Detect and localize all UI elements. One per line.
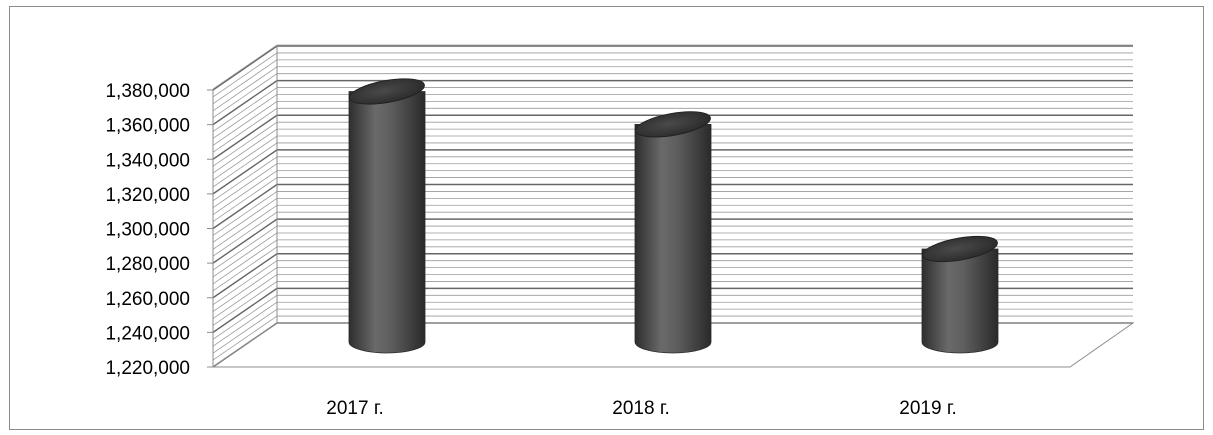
bars (348, 78, 999, 354)
x-axis: 2017 г. 2018 г. 2019 г. (326, 398, 956, 419)
side-gridline (212, 135, 278, 181)
side-gridline (212, 59, 278, 105)
y-tick-label: 1,240,000 (105, 323, 190, 344)
bar (348, 78, 426, 354)
side-gridline (212, 128, 278, 174)
side-gridline (212, 183, 278, 230)
side-gridline (212, 225, 278, 271)
side-gridline (212, 246, 278, 292)
side-gridline (212, 94, 278, 139)
y-tick-label: 1,280,000 (105, 254, 190, 275)
side-gridline (212, 267, 278, 312)
side-gridline (212, 149, 278, 195)
side-gridline (212, 44, 278, 90)
side-gridline (212, 281, 278, 326)
side-gridline (212, 101, 278, 146)
y-tick-label: 1,360,000 (105, 116, 190, 137)
y-tick-label: 1,300,000 (105, 220, 190, 241)
y-tick-label: 1,220,000 (105, 358, 190, 379)
bar (634, 111, 712, 354)
side-gridline (212, 301, 278, 347)
x-tick-label: 2019 г. (899, 398, 956, 419)
side-gridline (212, 45, 278, 91)
side-gridline (212, 253, 278, 299)
side-gridline (212, 163, 278, 209)
side-gridline (212, 294, 278, 340)
side-gridline (212, 211, 278, 257)
side-gridline (212, 204, 278, 250)
y-tick-label: 1,320,000 (105, 185, 190, 206)
x-tick-label: 2017 г. (326, 398, 383, 419)
side-gridline (212, 191, 278, 236)
side-gridline (212, 114, 278, 160)
bar-body (921, 248, 999, 354)
side-gridline (212, 87, 278, 132)
side-gridline (212, 198, 278, 243)
side-gridline (212, 52, 278, 98)
floor (211, 322, 1135, 368)
bar-cap (635, 111, 711, 138)
side-gridline (212, 73, 278, 119)
side-gridline (212, 287, 278, 333)
bar-body (348, 91, 426, 354)
side-gridline (212, 274, 278, 319)
side-gridline (212, 239, 278, 285)
y-axis: 1,220,000 1,240,000 1,260,000 1,280,000 1,30… (105, 81, 213, 379)
bar (921, 235, 999, 354)
side-gridline (212, 66, 278, 112)
side-gridline (212, 142, 278, 188)
chart-frame (9, 6, 1204, 430)
y-tick-label: 1,340,000 (105, 150, 190, 171)
bar-cap (922, 235, 998, 263)
side-gridline (212, 308, 278, 354)
side-gridline (212, 177, 278, 222)
side-gridline (212, 232, 278, 278)
side-gridline (212, 315, 278, 361)
bar-body (634, 123, 712, 354)
y-tick-label: 1,380,000 (105, 81, 190, 102)
side-gridline (212, 121, 278, 167)
side-gridline (212, 260, 278, 306)
x-tick-label: 2018 г. (612, 398, 669, 419)
bar-cap (349, 78, 425, 105)
side-gridline (212, 80, 278, 126)
side-gridline (212, 218, 278, 264)
y-tick-label: 1,260,000 (105, 289, 190, 310)
side-gridline (212, 107, 278, 153)
side-gridline (212, 170, 278, 215)
side-gridline (212, 156, 278, 202)
